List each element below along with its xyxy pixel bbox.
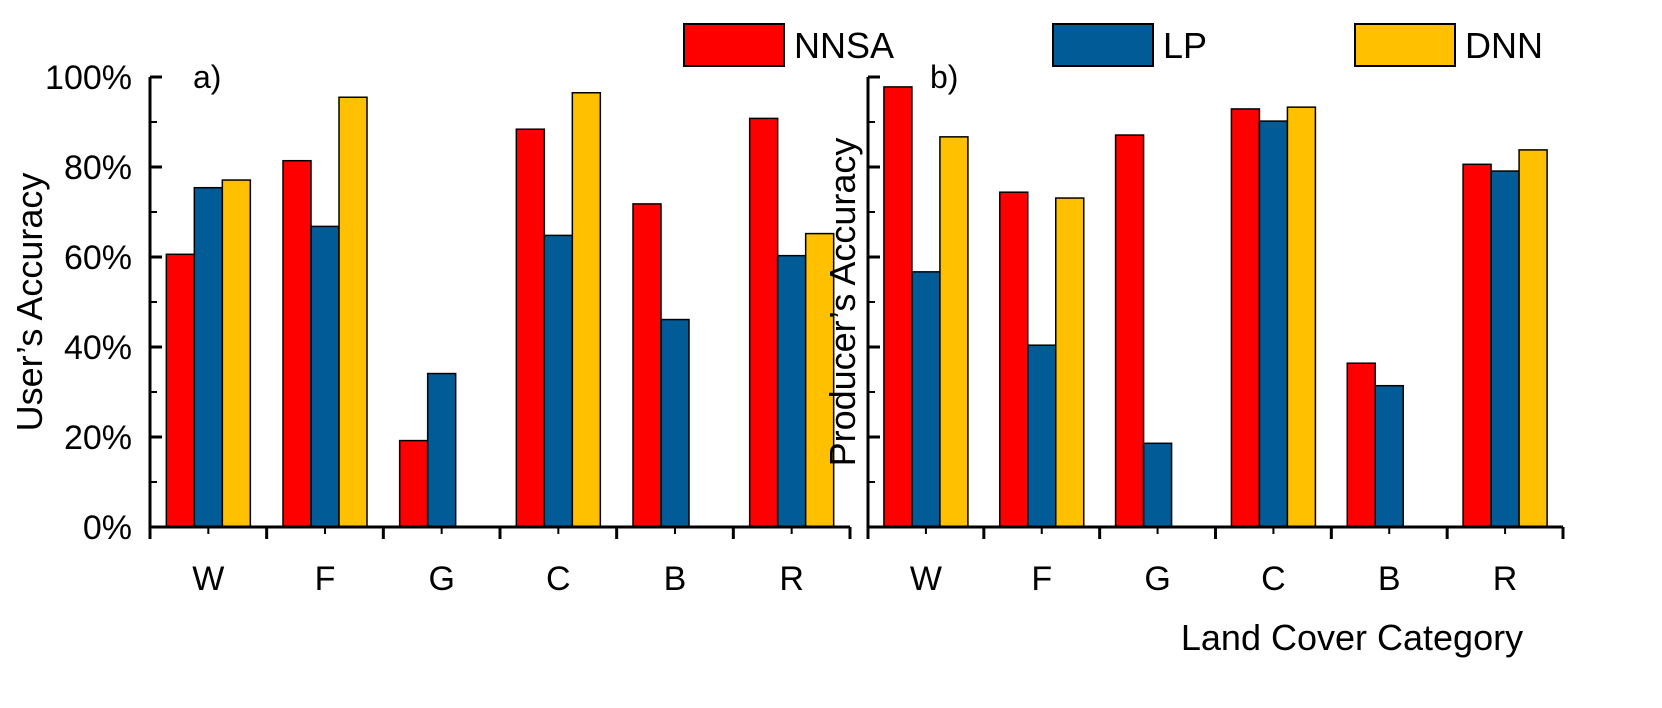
y-tick-label: 20% xyxy=(64,419,132,457)
bar-nnsa-g xyxy=(398,439,429,528)
y-tick-label: 80% xyxy=(64,149,132,187)
legend-label-lp: LP xyxy=(1163,25,1207,66)
bar-nnsa-c xyxy=(515,128,546,528)
bar-lp-g xyxy=(426,372,457,528)
y-tick-label: 40% xyxy=(64,329,132,367)
bar-lp-r xyxy=(1490,170,1520,528)
x-tick-label-b: B xyxy=(664,560,687,598)
legend-swatch-dnn xyxy=(1354,23,1456,67)
bar-lp-b xyxy=(660,318,690,528)
bar-nnsa-b xyxy=(1346,362,1376,528)
bar-nnsa-g xyxy=(1114,134,1145,528)
panel-label: b) xyxy=(930,59,958,95)
bar-nnsa-f xyxy=(282,159,312,528)
bar-nnsa-w xyxy=(883,86,913,528)
bar-lp-f xyxy=(310,225,340,528)
legend-label-dnn: DNN xyxy=(1465,25,1543,66)
x-tick-label-f: F xyxy=(1031,560,1052,598)
x-tick-label-g: G xyxy=(1144,560,1170,598)
x-tick-label-b: B xyxy=(1378,560,1401,598)
legend-label-nnsa: NNSA xyxy=(794,25,894,66)
bar-lp-g xyxy=(1142,442,1173,528)
bar-dnn-r xyxy=(1518,149,1548,528)
bar-dnn-c xyxy=(571,92,602,528)
x-tick-label-f: F xyxy=(315,560,336,598)
x-tick-label-r: R xyxy=(779,560,804,598)
bar-nnsa-r xyxy=(1462,163,1492,528)
bar-dnn-f xyxy=(338,96,368,528)
y-axis-label: User’s Accuracy xyxy=(9,173,50,432)
bar-dnn-r xyxy=(804,232,835,528)
panel-b-producers-accuracy: W F G C B Rb) Producer’s Accuracy xyxy=(822,59,1565,598)
bar-lp-c xyxy=(1258,120,1289,528)
x-axis-label: Land Cover Category xyxy=(1181,617,1523,658)
x-tick-label-w: W xyxy=(192,560,224,598)
bar-lp-r xyxy=(776,254,807,528)
y-tick-label: 0% xyxy=(83,509,132,547)
bar-lp-w xyxy=(193,186,224,528)
panel-label: a) xyxy=(193,59,221,95)
legend-swatch-lp xyxy=(1052,23,1154,67)
bar-lp-c xyxy=(543,234,574,528)
bar-lp-b xyxy=(1374,384,1404,528)
bar-dnn-f xyxy=(1055,197,1085,528)
x-tick-label-r: R xyxy=(1493,560,1518,598)
bar-nnsa-f xyxy=(999,191,1029,528)
x-tick-label-c: C xyxy=(1261,560,1286,598)
x-tick-label-c: C xyxy=(546,560,571,598)
y-tick-label: 60% xyxy=(64,239,132,277)
x-tick-label-g: G xyxy=(428,560,454,598)
bar-lp-f xyxy=(1027,344,1057,528)
x-tick-label-w: W xyxy=(910,560,942,598)
bar-dnn-c xyxy=(1286,106,1317,528)
bar-nnsa-w xyxy=(165,253,196,528)
bar-dnn-w xyxy=(939,136,969,528)
panel-a-users-accuracy: 0% 20% 40% 60% 80% 100% W F G C B Ra) User’s Accurac… xyxy=(9,59,852,598)
bar-nnsa-r xyxy=(748,117,779,528)
y-tick-label: 100% xyxy=(45,59,132,97)
bar-nnsa-c xyxy=(1230,108,1261,528)
legend: NNSA LP DNN xyxy=(683,23,1543,67)
bar-dnn-w xyxy=(221,179,252,528)
y-axis-label: Producer’s Accuracy xyxy=(822,138,863,467)
bar-nnsa-b xyxy=(632,203,662,528)
bar-lp-w xyxy=(911,271,941,528)
legend-swatch-nnsa xyxy=(683,23,785,67)
